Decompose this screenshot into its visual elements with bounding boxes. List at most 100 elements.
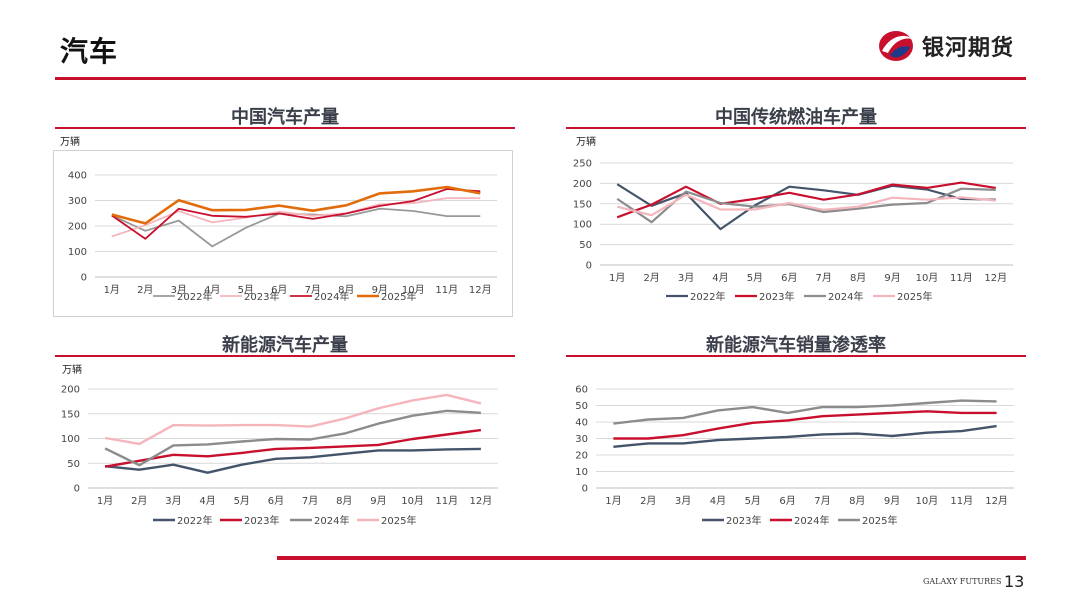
series-line-2022年 xyxy=(104,447,481,474)
x-tick-label: 8月 xyxy=(336,495,352,507)
y-tick-label: 300 xyxy=(68,196,87,207)
y-tick-label: 50 xyxy=(579,240,592,251)
y-tick-label: 150 xyxy=(61,409,80,420)
x-tick-label: 3月 xyxy=(171,284,187,296)
chart-2-title: 中国传统燃油车产量 xyxy=(715,107,877,128)
x-tick-label: 4月 xyxy=(204,284,220,296)
x-tick-label: 5月 xyxy=(238,284,254,296)
chart-3-title: 新能源汽车产量 xyxy=(222,335,348,356)
x-tick-label: 7月 xyxy=(814,495,830,507)
chart-1-title-rule xyxy=(55,127,515,129)
x-tick-label: 5月 xyxy=(234,495,250,507)
series-line-2023年 xyxy=(616,181,996,219)
series-line-2024年 xyxy=(111,188,481,240)
series-line-2025年 xyxy=(613,399,997,425)
x-tick-label: 9月 xyxy=(370,495,386,507)
series-line-2025年 xyxy=(111,185,481,225)
y-tick-label: 100 xyxy=(68,247,87,258)
chart-2-title-rule xyxy=(566,127,1026,129)
legend-label: 2024年 xyxy=(314,514,349,527)
y-tick-label: 200 xyxy=(61,385,80,396)
y-tick-label: 200 xyxy=(68,222,87,233)
y-tick-label: 200 xyxy=(573,179,592,190)
y-tick-label: 0 xyxy=(74,484,80,495)
x-tick-label: 6月 xyxy=(779,495,795,507)
legend-label: 2025年 xyxy=(897,290,932,303)
y-tick-label: 100 xyxy=(61,434,80,445)
page-number: 13 xyxy=(1004,572,1025,591)
x-tick-label: 9月 xyxy=(884,495,900,507)
x-tick-label: 11月 xyxy=(950,495,973,507)
legend-label: 2025年 xyxy=(381,514,416,527)
chart-3-unit: 万辆 xyxy=(62,365,82,376)
x-tick-label: 4月 xyxy=(712,272,728,284)
legend-label: 2025年 xyxy=(862,514,897,527)
x-tick-label: 12月 xyxy=(985,495,1008,507)
chart-4-title-rule xyxy=(566,355,1026,357)
header-rule xyxy=(55,77,1026,80)
x-tick-label: 4月 xyxy=(710,495,726,507)
x-tick-label: 2月 xyxy=(131,495,147,507)
legend-label: 2023年 xyxy=(244,290,279,303)
y-tick-label: 0 xyxy=(81,273,87,284)
x-tick-label: 4月 xyxy=(199,495,215,507)
x-tick-label: 9月 xyxy=(372,284,388,296)
x-tick-label: 7月 xyxy=(305,284,321,296)
x-tick-label: 3月 xyxy=(678,272,694,284)
y-tick-label: 40 xyxy=(575,418,588,429)
x-tick-label: 11月 xyxy=(435,495,458,507)
x-tick-label: 8月 xyxy=(338,284,354,296)
x-tick-label: 6月 xyxy=(271,284,287,296)
y-tick-label: 50 xyxy=(67,459,80,470)
chart-1-unit: 万辆 xyxy=(60,137,80,148)
x-tick-label: 12月 xyxy=(984,272,1007,284)
y-tick-label: 400 xyxy=(68,171,87,182)
x-tick-label: 1月 xyxy=(605,495,621,507)
x-tick-label: 3月 xyxy=(165,495,181,507)
y-tick-label: 30 xyxy=(575,434,588,445)
series-line-2024年 xyxy=(104,409,481,467)
y-tick-label: 20 xyxy=(575,451,588,462)
x-tick-label: 3月 xyxy=(675,495,691,507)
y-tick-label: 0 xyxy=(582,484,588,495)
chart-3-title-rule xyxy=(55,355,515,357)
series-line-2025年 xyxy=(616,193,996,217)
x-tick-label: 8月 xyxy=(850,272,866,284)
x-tick-label: 10月 xyxy=(916,495,939,507)
x-tick-label: 6月 xyxy=(268,495,284,507)
legend-label: 2023年 xyxy=(759,290,794,303)
x-tick-label: 2月 xyxy=(643,272,659,284)
legend-label: 2024年 xyxy=(314,290,349,303)
y-tick-label: 50 xyxy=(575,401,588,412)
x-tick-label: 10月 xyxy=(402,284,425,296)
legend-label: 2022年 xyxy=(690,290,725,303)
legend-label: 2023年 xyxy=(726,514,761,527)
y-tick-label: 250 xyxy=(573,159,592,170)
x-tick-label: 8月 xyxy=(849,495,865,507)
x-tick-label: 7月 xyxy=(816,272,832,284)
chart-1-title: 中国汽车产量 xyxy=(231,107,339,128)
brand-logo: 银河期货 xyxy=(876,28,1014,64)
x-tick-label: 6月 xyxy=(781,272,797,284)
legend-label: 2025年 xyxy=(381,290,416,303)
legend-label: 2023年 xyxy=(244,514,279,527)
series-line-2023年 xyxy=(613,424,997,448)
chart-1-frame xyxy=(53,150,513,317)
x-tick-label: 5月 xyxy=(747,272,763,284)
chart-4-title: 新能源汽车销量渗透率 xyxy=(706,335,886,356)
x-tick-label: 2月 xyxy=(137,284,153,296)
chart-2-unit: 万辆 xyxy=(576,137,596,148)
series-line-2024年 xyxy=(613,410,997,440)
legend-label: 2022年 xyxy=(177,290,212,303)
y-tick-label: 100 xyxy=(573,220,592,231)
x-tick-label: 1月 xyxy=(97,495,113,507)
y-tick-label: 10 xyxy=(575,467,588,478)
x-tick-label: 5月 xyxy=(745,495,761,507)
page-title: 汽车 xyxy=(60,35,119,68)
series-line-2023年 xyxy=(104,428,482,468)
footer-rule xyxy=(277,556,1026,560)
